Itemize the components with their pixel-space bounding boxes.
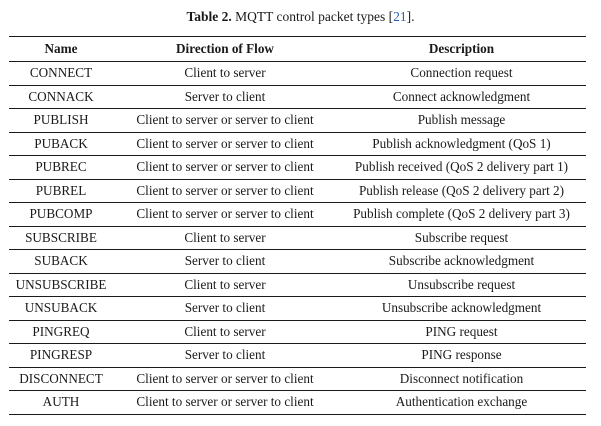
- table-row: DISCONNECT Client to server or server to …: [9, 367, 586, 391]
- packet-name-cell: UNSUBACK: [9, 296, 113, 321]
- table-row: SUBACK Server to client Subscribe acknowle…: [9, 249, 586, 274]
- packet-name-cell: SUBSCRIBE: [9, 226, 113, 250]
- description-cell: Connect acknowledgment: [337, 85, 586, 109]
- packet-name-cell: PUBACK: [9, 132, 113, 156]
- direction-cell: Client to server or server to client: [113, 108, 337, 133]
- caption-tail: ].: [406, 9, 415, 24]
- direction-cell: Client to server: [113, 273, 337, 297]
- table-row: CONNECT Client to server Connection reques…: [9, 61, 586, 86]
- description-cell: Publish complete (QoS 2 delivery part 3): [337, 202, 586, 227]
- table-row: UNSUBACK Server to client Unsubscribe ackn…: [9, 296, 586, 321]
- direction-cell: Client to server or server to client: [113, 390, 337, 415]
- description-cell: Publish release (QoS 2 delivery part 2): [337, 179, 586, 203]
- table-caption: Table 2. MQTT control packet types [21].: [0, 8, 601, 26]
- table-row: AUTH Client to server or server to client…: [9, 390, 586, 415]
- packet-name-cell: SUBACK: [9, 249, 113, 274]
- direction-cell: Client to server or server to client: [113, 155, 337, 180]
- description-cell: Unsubscribe acknowledgment: [337, 296, 586, 321]
- table-row: PUBREC Client to server or server to clie…: [9, 155, 586, 180]
- direction-cell: Server to client: [113, 85, 337, 109]
- description-cell: Publish received (QoS 2 delivery part 1): [337, 155, 586, 180]
- packet-name-cell: DISCONNECT: [9, 367, 113, 391]
- description-cell: PING response: [337, 343, 586, 368]
- description-cell: Subscribe request: [337, 226, 586, 250]
- direction-cell: Client to server or server to client: [113, 132, 337, 156]
- mqtt-packet-table: Name Direction of Flow Description CONNE…: [9, 36, 586, 415]
- table-row: PINGREQ Client to server PING request: [9, 320, 586, 344]
- packet-name-cell: CONNACK: [9, 85, 113, 109]
- packet-name-cell: PINGRESP: [9, 343, 113, 368]
- description-cell: Unsubscribe request: [337, 273, 586, 297]
- table-row: CONNACK Server to client Connect acknowled…: [9, 85, 586, 109]
- packet-name-cell: PINGREQ: [9, 320, 113, 344]
- table-row: SUBSCRIBE Client to server Subscribe reque…: [9, 226, 586, 250]
- header-description: Description: [337, 36, 586, 62]
- table-row: PUBCOMP Client to server or server to cli…: [9, 202, 586, 227]
- direction-cell: Server to client: [113, 343, 337, 368]
- direction-cell: Client to server or server to client: [113, 202, 337, 227]
- direction-cell: Server to client: [113, 249, 337, 274]
- table-row: UNSUBSCRIBE Client to server Unsubscribe r…: [9, 273, 586, 297]
- direction-cell: Client to server or server to client: [113, 367, 337, 391]
- description-cell: Subscribe acknowledgment: [337, 249, 586, 274]
- direction-cell: Server to client: [113, 296, 337, 321]
- packet-name-cell: UNSUBSCRIBE: [9, 273, 113, 297]
- table-row: PUBACK Client to server or server to clie…: [9, 132, 586, 156]
- caption-label: Table 2.: [186, 9, 232, 24]
- direction-cell: Client to server: [113, 61, 337, 86]
- citation-link[interactable]: 21: [393, 9, 407, 24]
- table-header-row: Name Direction of Flow Description: [9, 36, 586, 62]
- packet-name-cell: CONNECT: [9, 61, 113, 86]
- description-cell: Authentication exchange: [337, 390, 586, 415]
- table-row: PINGRESP Server to client PING response: [9, 343, 586, 368]
- description-cell: Publish message: [337, 108, 586, 133]
- table-row: PUBLISH Client to server or server to cli…: [9, 108, 586, 133]
- packet-name-cell: PUBREL: [9, 179, 113, 203]
- direction-cell: Client to server: [113, 226, 337, 250]
- packet-name-cell: PUBCOMP: [9, 202, 113, 227]
- packet-name-cell: AUTH: [9, 390, 113, 415]
- description-cell: Connection request: [337, 61, 586, 86]
- description-cell: Publish acknowledgment (QoS 1): [337, 132, 586, 156]
- direction-cell: Client to server or server to client: [113, 179, 337, 203]
- table-row: PUBREL Client to server or server to clie…: [9, 179, 586, 203]
- caption-text: MQTT control packet types [: [231, 9, 394, 24]
- description-cell: Disconnect notification: [337, 367, 586, 391]
- packet-name-cell: PUBLISH: [9, 108, 113, 133]
- direction-cell: Client to server: [113, 320, 337, 344]
- packet-name-cell: PUBREC: [9, 155, 113, 180]
- header-name: Name: [9, 36, 113, 62]
- header-direction: Direction of Flow: [113, 36, 337, 62]
- description-cell: PING request: [337, 320, 586, 344]
- table-body: CONNECT Client to server Connection reques…: [9, 61, 586, 415]
